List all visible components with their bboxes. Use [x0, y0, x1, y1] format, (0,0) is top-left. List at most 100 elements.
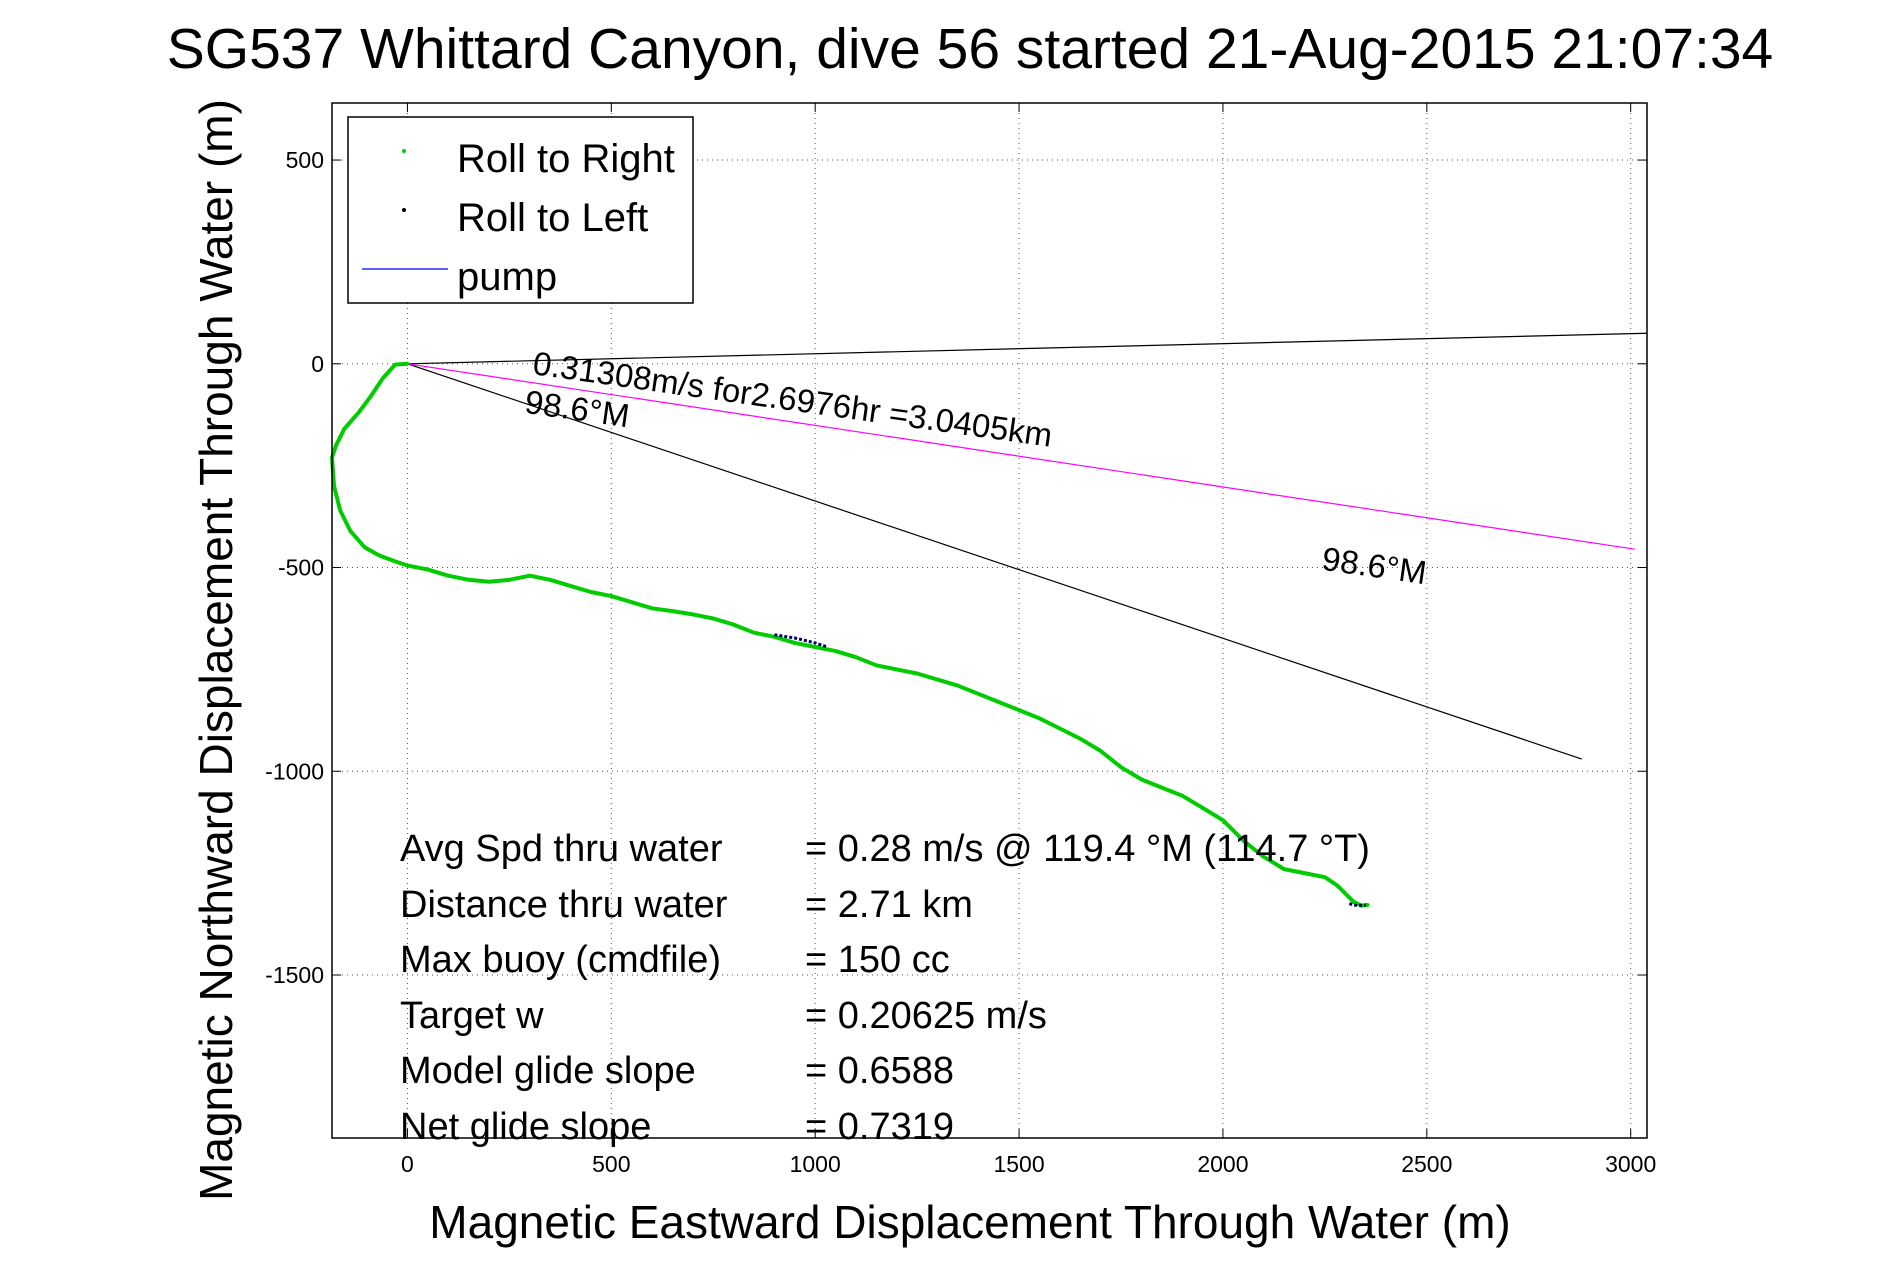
point-roll-right	[589, 590, 593, 594]
point-roll-right	[1017, 708, 1021, 712]
point-roll-right	[670, 609, 675, 613]
x-tick-label: 2000	[1197, 1151, 1248, 1177]
point-roll-right	[377, 553, 381, 558]
point-roll-right	[1302, 871, 1307, 875]
point-roll-right	[1351, 899, 1356, 904]
x-tick-label: 2500	[1401, 1151, 1452, 1177]
point-roll-right	[915, 671, 919, 676]
y-axis-label: Magnetic Northward Displacement Through …	[190, 99, 242, 1201]
reference-line	[407, 332, 1648, 365]
grid-lines	[332, 103, 1647, 1138]
axis-ticks: 0 500 1000 1500 2000 2500 3000 500 0 -500 -1000 -15…	[265, 103, 1656, 1177]
y-tick-label: 0	[311, 351, 324, 377]
series-roll-left	[1348, 902, 1366, 908]
x-axis-label: Magnetic Eastward Displacement Through W…	[429, 1196, 1510, 1248]
point-roll-right	[1078, 736, 1083, 741]
point-roll-right	[1365, 903, 1370, 907]
point-roll-right	[362, 545, 367, 549]
point-roll-right	[894, 667, 899, 672]
reference-line	[407, 363, 1635, 550]
point-roll-right	[792, 641, 797, 645]
point-roll-right	[833, 649, 838, 653]
point-roll-right	[731, 622, 736, 627]
point-roll-right	[426, 567, 430, 572]
y-tick-label: -1000	[265, 758, 324, 784]
stat-label-max-buoy: Max buoy (cmdfile)	[400, 939, 721, 981]
stat-label-avg-speed: Avg Spd thru water	[400, 828, 723, 870]
point-roll-right	[393, 559, 398, 564]
plot-frame	[331, 102, 1648, 1139]
point-roll-right	[874, 663, 879, 668]
stat-value-max-buoy: = 150 cc	[805, 939, 950, 981]
point-roll-right	[332, 484, 336, 488]
stat-value-net-glide: = 0.7319	[805, 1106, 954, 1148]
point-roll-right	[1261, 855, 1266, 859]
point-roll-right	[691, 612, 695, 617]
point-roll-right	[1343, 891, 1348, 896]
y-tick-label: -500	[278, 555, 324, 581]
legend-label-roll-left: Roll to Left	[457, 196, 648, 240]
stat-value-distance: = 2.71 km	[805, 884, 973, 926]
point-roll-right	[1139, 777, 1144, 782]
point-roll-right	[1037, 716, 1042, 721]
point-roll-right	[976, 692, 981, 696]
point-roll-right	[507, 577, 512, 582]
point-roll-right	[1335, 883, 1339, 888]
point-roll-right	[609, 594, 614, 598]
point-roll-right	[368, 394, 373, 399]
point-roll-right	[393, 362, 398, 367]
x-tick-label: 1000	[790, 1151, 841, 1177]
reference-line	[407, 363, 1582, 760]
point-roll-right	[338, 508, 342, 513]
point-roll-right	[381, 376, 385, 380]
point-roll-right	[446, 573, 451, 578]
point-roll-right	[629, 600, 634, 604]
point-roll-right	[1180, 793, 1184, 798]
y-tick-label: -1500	[265, 962, 324, 988]
point-roll-right	[1159, 785, 1164, 790]
stat-label-distance: Distance thru water	[400, 884, 728, 926]
point-roll-right	[711, 616, 716, 621]
point-roll-right	[813, 645, 817, 649]
stat-value-target-w: = 0.20625 m/s	[805, 995, 1047, 1037]
point-roll-right	[1058, 726, 1062, 731]
legend-marker-roll-left	[402, 208, 406, 212]
stat-label-model-glide: Model glide slope	[400, 1050, 696, 1092]
point-roll-right	[568, 584, 573, 588]
legend: Roll to Right Roll to Left pump	[347, 116, 694, 304]
point-roll-right	[752, 630, 756, 635]
stats-block: Avg Spd thru water = 0.28 m/s @ 119.4 °M…	[400, 828, 1370, 1148]
y-tick-label: 500	[286, 147, 324, 173]
point-roll-right	[356, 410, 361, 415]
point-roll-right	[1323, 875, 1327, 880]
legend-label-roll-right: Roll to Right	[457, 137, 675, 181]
x-tick-label: 3000	[1605, 1151, 1656, 1177]
point-roll-right	[466, 577, 471, 582]
point-roll-right	[342, 427, 347, 431]
point-roll-right	[348, 529, 353, 533]
stat-value-avg-speed: = 0.28 m/s @ 119.4 °M (114.7 °T)	[805, 828, 1370, 870]
stat-value-model-glide: = 0.6588	[805, 1050, 954, 1092]
x-tick-label: 500	[592, 1151, 630, 1177]
x-tick-label: 0	[401, 1151, 414, 1177]
reference-lines	[407, 332, 1648, 760]
point-roll-right	[1282, 867, 1286, 871]
point-roll-right	[996, 700, 1001, 704]
stat-label-net-glide: Net glide slope	[400, 1106, 651, 1148]
chart-title: SG537 Whittard Canyon, dive 56 started 2…	[167, 17, 1774, 81]
point-roll-right	[650, 606, 654, 611]
point-roll-right	[956, 683, 960, 688]
point-roll-right	[1241, 838, 1246, 843]
point-roll-right	[1200, 806, 1205, 810]
stat-label-target-w: Target w	[400, 995, 544, 1037]
legend-marker-roll-right	[402, 149, 406, 153]
legend-label-pump: pump	[457, 255, 557, 299]
point-roll-right	[1221, 818, 1225, 822]
x-tick-label: 1500	[993, 1151, 1044, 1177]
point-roll-right	[854, 655, 858, 659]
point-roll-right	[548, 577, 552, 582]
point-roll-right	[1098, 749, 1103, 753]
series-group	[330, 361, 1370, 908]
point-roll-right	[334, 443, 338, 448]
